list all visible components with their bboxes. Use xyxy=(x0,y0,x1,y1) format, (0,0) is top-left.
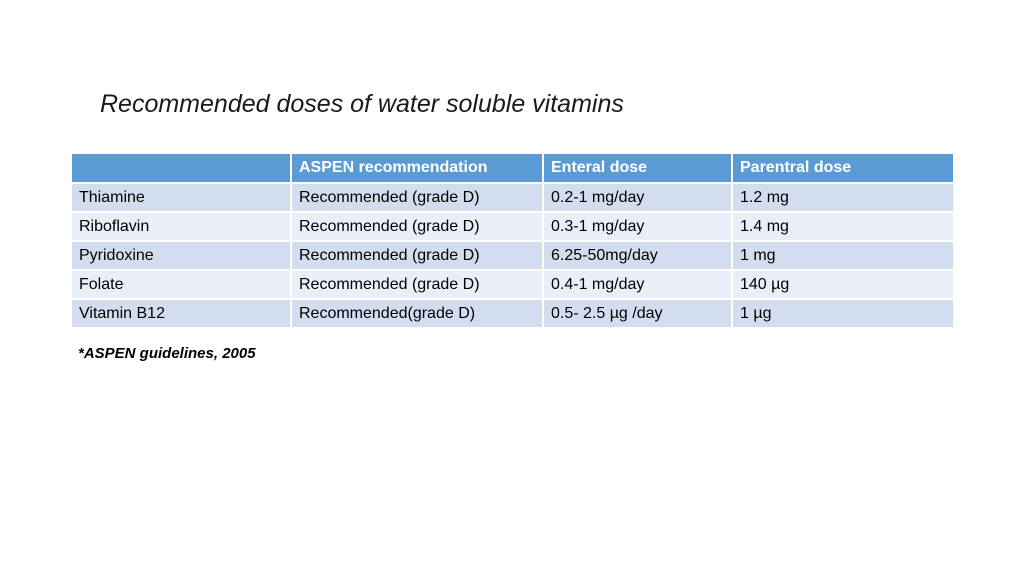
parentral-dose-cell: 1 µg xyxy=(731,298,955,329)
header-cell-blank xyxy=(70,152,292,184)
header-cell-parentral-dose: Parentral dose xyxy=(731,152,955,184)
enteral-dose-cell: 0.3-1 mg/day xyxy=(542,211,733,242)
recommendation-cell: Recommended (grade D) xyxy=(290,211,544,242)
vitamin-name-cell: Pyridoxine xyxy=(70,240,292,271)
recommendation-cell: Recommended(grade D) xyxy=(290,298,544,329)
header-cell-enteral-dose: Enteral dose xyxy=(542,152,733,184)
enteral-dose-cell: 6.25-50mg/day xyxy=(542,240,733,271)
table-row: Vitamin B12 Recommended(grade D) 0.5- 2.… xyxy=(70,298,955,329)
parentral-dose-cell: 1.4 mg xyxy=(731,211,955,242)
table-row: Thiamine Recommended (grade D) 0.2-1 mg/… xyxy=(70,182,955,213)
vitamin-name-cell: Vitamin B12 xyxy=(70,298,292,329)
enteral-dose-cell: 0.5- 2.5 µg /day xyxy=(542,298,733,329)
vitamin-name-cell: Riboflavin xyxy=(70,211,292,242)
recommendation-cell: Recommended (grade D) xyxy=(290,269,544,300)
recommendation-cell: Recommended (grade D) xyxy=(290,182,544,213)
table-row: Folate Recommended (grade D) 0.4-1 mg/da… xyxy=(70,269,955,300)
parentral-dose-cell: 1.2 mg xyxy=(731,182,955,213)
enteral-dose-cell: 0.4-1 mg/day xyxy=(542,269,733,300)
footnote-citation: *ASPEN guidelines, 2005 xyxy=(78,345,256,362)
header-cell-aspen-recommendation: ASPEN recommendation xyxy=(290,152,544,184)
slide-title: Recommended doses of water soluble vitam… xyxy=(100,90,624,118)
vitamin-name-cell: Thiamine xyxy=(70,182,292,213)
table-row: Riboflavin Recommended (grade D) 0.3-1 m… xyxy=(70,211,955,242)
vitamin-dose-table: ASPEN recommendation Enteral dose Parent… xyxy=(70,152,955,329)
parentral-dose-cell: 1 mg xyxy=(731,240,955,271)
vitamin-name-cell: Folate xyxy=(70,269,292,300)
parentral-dose-cell: 140 µg xyxy=(731,269,955,300)
enteral-dose-cell: 0.2-1 mg/day xyxy=(542,182,733,213)
table-row: Pyridoxine Recommended (grade D) 6.25-50… xyxy=(70,240,955,271)
recommendation-cell: Recommended (grade D) xyxy=(290,240,544,271)
table-header-row: ASPEN recommendation Enteral dose Parent… xyxy=(70,152,955,184)
